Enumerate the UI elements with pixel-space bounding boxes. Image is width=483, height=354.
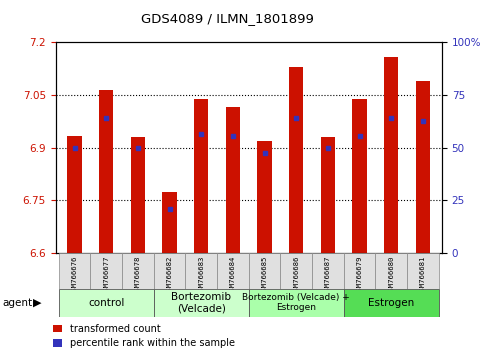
Text: GSM766676: GSM766676 xyxy=(71,256,78,295)
Text: GSM766678: GSM766678 xyxy=(135,256,141,295)
Text: Bortezomib
(Velcade): Bortezomib (Velcade) xyxy=(171,292,231,314)
Bar xyxy=(321,137,335,253)
FancyBboxPatch shape xyxy=(122,253,154,289)
FancyBboxPatch shape xyxy=(154,253,185,289)
Text: GSM766685: GSM766685 xyxy=(262,256,268,295)
FancyBboxPatch shape xyxy=(281,253,312,289)
Bar xyxy=(416,81,430,253)
Text: GSM766683: GSM766683 xyxy=(198,256,204,295)
FancyBboxPatch shape xyxy=(249,253,281,289)
Bar xyxy=(194,99,208,253)
FancyBboxPatch shape xyxy=(312,253,344,289)
Text: Estrogen: Estrogen xyxy=(368,298,414,308)
FancyBboxPatch shape xyxy=(217,253,249,289)
Bar xyxy=(162,192,177,253)
FancyBboxPatch shape xyxy=(90,253,122,289)
Bar xyxy=(289,67,303,253)
FancyBboxPatch shape xyxy=(59,253,90,289)
FancyBboxPatch shape xyxy=(154,289,249,317)
FancyBboxPatch shape xyxy=(59,289,154,317)
Text: GSM766686: GSM766686 xyxy=(293,256,299,295)
Bar xyxy=(68,136,82,253)
Text: GDS4089 / ILMN_1801899: GDS4089 / ILMN_1801899 xyxy=(141,12,313,25)
Text: GSM766680: GSM766680 xyxy=(388,256,394,295)
Text: ▶: ▶ xyxy=(33,298,42,308)
Text: GSM766684: GSM766684 xyxy=(230,256,236,295)
Bar xyxy=(226,107,240,253)
Text: GSM766682: GSM766682 xyxy=(167,256,172,295)
FancyBboxPatch shape xyxy=(375,253,407,289)
Bar xyxy=(131,137,145,253)
Text: GSM766679: GSM766679 xyxy=(356,256,363,295)
Bar xyxy=(257,141,272,253)
FancyBboxPatch shape xyxy=(344,253,375,289)
Legend: transformed count, percentile rank within the sample: transformed count, percentile rank withi… xyxy=(53,324,235,348)
Text: GSM766687: GSM766687 xyxy=(325,256,331,295)
FancyBboxPatch shape xyxy=(407,253,439,289)
Bar xyxy=(384,57,398,253)
FancyBboxPatch shape xyxy=(344,289,439,317)
FancyBboxPatch shape xyxy=(249,289,344,317)
FancyBboxPatch shape xyxy=(185,253,217,289)
Text: GSM766681: GSM766681 xyxy=(420,256,426,295)
Text: agent: agent xyxy=(2,298,32,308)
Bar xyxy=(353,99,367,253)
Bar xyxy=(99,90,114,253)
Text: control: control xyxy=(88,298,125,308)
Text: Bortezomib (Velcade) +
Estrogen: Bortezomib (Velcade) + Estrogen xyxy=(242,293,350,312)
Text: GSM766677: GSM766677 xyxy=(103,256,109,295)
